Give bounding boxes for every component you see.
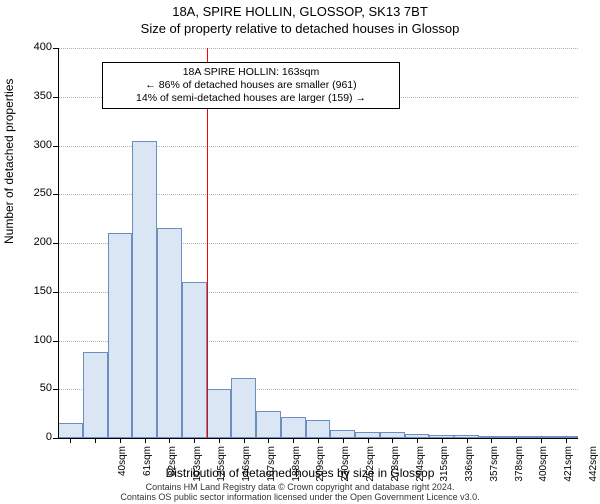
ytick-label: 400 [22,41,52,53]
annotation-box: 18A SPIRE HOLLIN: 163sqm← 86% of detache… [102,62,400,109]
footer-line-2: Contains OS public sector information li… [120,492,479,502]
footer-text: Contains HM Land Registry data © Crown c… [0,483,600,503]
histogram-bar [108,233,133,438]
x-axis-label: Distribution of detached houses by size … [0,466,600,480]
ytick-label: 100 [22,334,52,346]
chart-area: 05010015020025030035040040sqm61sqm82sqm1… [58,48,578,438]
ytick-label: 350 [22,90,52,102]
page-subtitle: Size of property relative to detached ho… [0,21,600,36]
histogram-bar [58,423,83,438]
ytick-label: 50 [22,382,52,394]
footer-line-1: Contains HM Land Registry data © Crown c… [146,482,455,492]
histogram-bar [231,378,256,438]
histogram-bar [207,389,232,438]
ytick-label: 150 [22,285,52,297]
ytick-label: 250 [22,187,52,199]
annotation-line: 14% of semi-detached houses are larger (… [109,92,393,105]
x-axis [58,438,578,439]
ytick-label: 0 [22,431,52,443]
y-axis-label: Number of detached properties [2,79,16,244]
histogram-bar [330,430,355,438]
histogram-bar [281,417,306,438]
plot-area: 05010015020025030035040040sqm61sqm82sqm1… [58,48,578,438]
page-title: 18A, SPIRE HOLLIN, GLOSSOP, SK13 7BT [0,4,600,19]
histogram-bar [157,228,182,438]
histogram-bar [256,411,281,438]
histogram-bar [182,282,207,438]
y-axis [58,48,59,438]
ytick-label: 200 [22,236,52,248]
histogram-bar [306,420,331,438]
annotation-line: ← 86% of detached houses are smaller (96… [109,79,393,92]
histogram-bar [83,352,108,438]
histogram-bar [132,141,157,438]
annotation-line: 18A SPIRE HOLLIN: 163sqm [109,66,393,79]
ytick-label: 300 [22,139,52,151]
gridline [58,48,578,49]
